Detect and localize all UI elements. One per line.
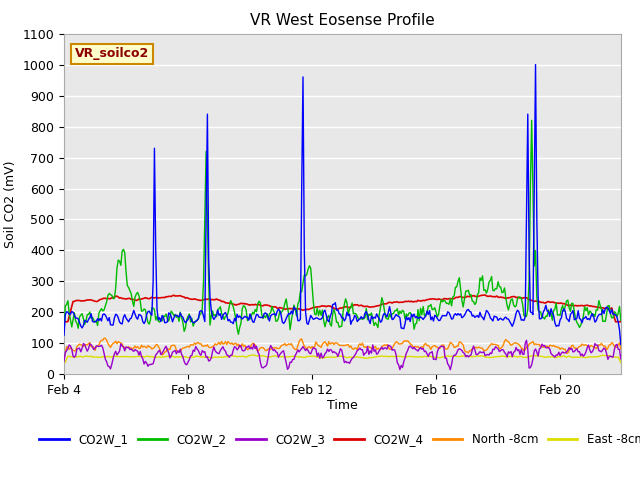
Title: VR West Eosense Profile: VR West Eosense Profile [250,13,435,28]
Y-axis label: Soil CO2 (mV): Soil CO2 (mV) [4,160,17,248]
X-axis label: Time: Time [327,398,358,411]
Legend: CO2W_1, CO2W_2, CO2W_3, CO2W_4, North -8cm, East -8cm: CO2W_1, CO2W_2, CO2W_3, CO2W_4, North -8… [35,428,640,450]
Text: VR_soilco2: VR_soilco2 [75,48,149,60]
